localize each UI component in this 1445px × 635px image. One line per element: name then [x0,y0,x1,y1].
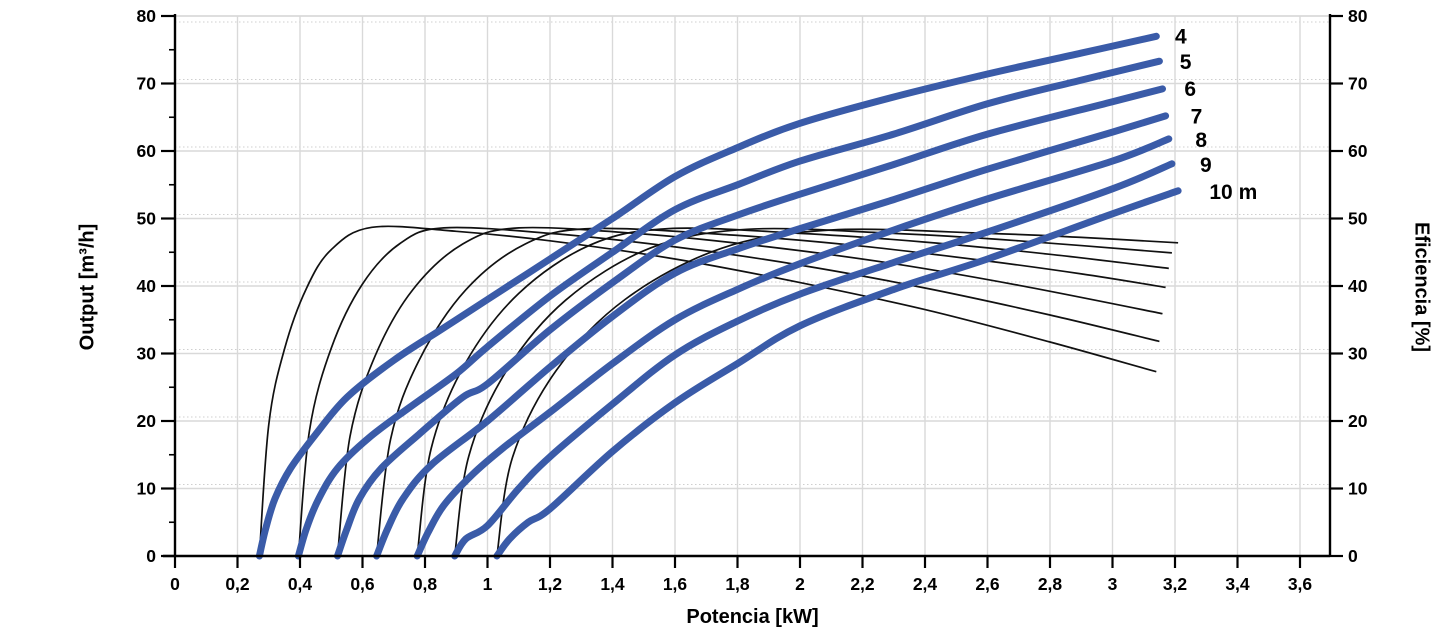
output-curve-7 [373,112,1170,560]
left-tick-label-60: 60 [137,141,157,161]
x-tick-label-2.4: 2,4 [913,574,938,594]
x-tick-label-0.8: 0,8 [413,574,438,594]
left-y-axis-title: Output [m³/h] [76,223,99,351]
x-tick-label-1.2: 1,2 [538,574,563,594]
right-tick-label-30: 30 [1348,344,1368,364]
left-tick-label-40: 40 [137,276,157,296]
left-tick-label-10: 10 [137,479,157,499]
right-tick-label-0: 0 [1348,546,1358,566]
x-tick-label-3.2: 3,2 [1163,574,1188,594]
efficiency-curve-8 [416,227,1169,557]
x-tick-label-0.2: 0,2 [225,574,250,594]
x-tick-label-1: 1 [483,574,493,594]
x-tick-label-0: 0 [170,574,180,594]
x-tick-label-2.2: 2,2 [850,574,875,594]
right-tick-label-70: 70 [1348,74,1368,94]
curve-label-8: 8 [1195,129,1207,152]
x-tick-label-2.8: 2,8 [1038,574,1063,594]
curve-label-7: 7 [1191,106,1203,129]
x-tick-label-1.6: 1,6 [663,574,688,594]
right-y-axis-title: Eficiencia [%] [1410,221,1433,353]
efficiency-curve-9 [453,227,1172,557]
left-tick-label-30: 30 [137,344,157,364]
curve-label-10: 10 m [1209,181,1257,204]
x-axis-title: Potencia [kW] [686,606,819,628]
right-tick-label-50: 50 [1348,209,1368,229]
curve-label-5: 5 [1180,51,1192,74]
x-tick-label-3.6: 3,6 [1288,574,1313,594]
x-tick-label-3: 3 [1108,574,1118,594]
x-tick-label-1.8: 1,8 [725,574,750,594]
efficiency-curve-4 [258,225,1157,557]
x-tick-label-0.6: 0,6 [350,574,375,594]
curve-label-9: 9 [1200,154,1212,177]
x-tick-label-2: 2 [795,574,805,594]
right-tick-label-20: 20 [1348,411,1368,431]
left-tick-label-70: 70 [137,74,157,94]
left-tick-label-0: 0 [146,546,156,566]
output-curve-8 [413,135,1173,560]
x-tick-label-2.6: 2,6 [975,574,1000,594]
left-tick-label-50: 50 [137,209,157,229]
x-tick-label-1.4: 1,4 [600,574,625,594]
x-tick-label-0.4: 0,4 [288,574,313,594]
efficiency-curve-6 [336,226,1163,557]
curve-label-6: 6 [1184,78,1196,101]
right-tick-label-40: 40 [1348,276,1368,296]
right-tick-label-60: 60 [1348,141,1368,161]
left-tick-label-80: 80 [137,6,157,26]
efficiency-curve-7 [375,227,1166,557]
output-curve-4 [255,32,1160,560]
right-tick-label-10: 10 [1348,479,1368,499]
curve-label-4: 4 [1175,25,1187,48]
x-tick-label-3.4: 3,4 [1225,574,1250,594]
right-tick-label-80: 80 [1348,6,1368,26]
left-tick-label-20: 20 [137,411,157,431]
output-curve-9 [451,160,1176,560]
output-curve-6 [334,85,1166,560]
output-curve-5 [294,57,1163,560]
output-curve-10 [493,187,1182,560]
